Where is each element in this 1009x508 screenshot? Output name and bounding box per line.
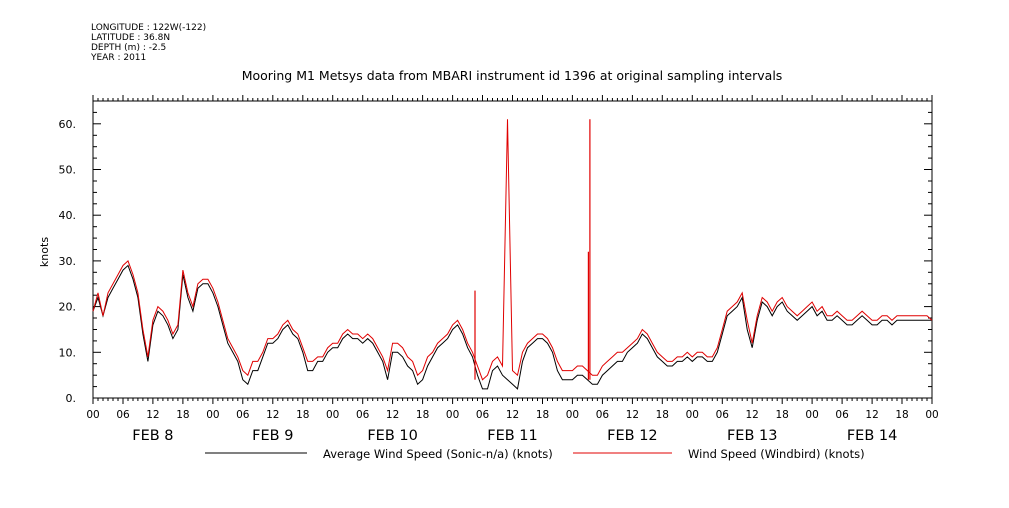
x-hour-label: 12 [146,409,159,421]
x-day-label: FEB 8 [132,428,173,444]
x-hour-label: 00 [86,409,99,421]
x-hour-label: 06 [835,409,849,421]
x-hour-label: 00 [805,409,818,421]
x-day-label: FEB 10 [367,428,418,444]
x-hour-label: 12 [626,409,639,421]
x-hour-label: 00 [206,409,219,421]
chart-title: Mooring M1 Metsys data from MBARI instru… [242,68,783,83]
x-day-label: FEB 13 [727,428,778,444]
x-hour-label: 18 [536,409,549,421]
x-hour-label: 18 [776,409,789,421]
x-hour-label: 06 [476,409,490,421]
series-line-sonic [92,264,932,390]
x-hour-label: 12 [746,409,759,421]
series-line-windbird [92,119,933,381]
x-hour-label: 06 [596,409,610,421]
x-tick-labels: 00 06 12 18 00 06 12 18 00 06 12 18 00 06 12 18 00 06 12 18… [86,409,938,444]
metadata-line: LONGITUDE : 122W(-122) [91,23,206,33]
legend: Average Wind Speed (Sonic-n/a) (knots) W… [205,447,865,461]
y-tick-labels: 0. 10. 20. 30. 40. 50. 60. [59,118,77,405]
x-hour-label: 18 [296,409,309,421]
axis-ticks [92,95,933,404]
series-lines [92,119,933,390]
x-hour-label: 12 [506,409,519,421]
y-tick-label: 10. [59,346,77,359]
x-hour-label: 06 [236,409,250,421]
metadata-line: DEPTH (m) : -2.5 [91,43,166,53]
x-hour-label: 00 [686,409,699,421]
x-hour-label: 18 [656,409,669,421]
legend-label-windbird: Wind Speed (Windbird) (knots) [688,447,865,461]
x-hour-label: 00 [446,409,459,421]
y-tick-label: 0. [66,392,77,405]
x-hour-label: 18 [416,409,429,421]
x-hour-label: 00 [566,409,579,421]
metadata-block: LONGITUDE : 122W(-122) LATITUDE : 36.8N … [90,23,206,63]
y-tick-label: 20. [59,301,77,314]
x-hour-label: 12 [865,409,878,421]
x-day-label: FEB 12 [607,428,658,444]
x-day-label: FEB 11 [487,428,538,444]
x-hour-label: 06 [116,409,130,421]
x-day-label: FEB 14 [847,428,898,444]
x-hour-label: 00 [326,409,339,421]
x-hour-label: 06 [356,409,370,421]
x-day-label: FEB 9 [252,428,293,444]
x-hour-label: 18 [176,409,189,421]
y-axis-label: knots [38,237,51,267]
x-hour-label: 12 [386,409,399,421]
x-hour-label: 12 [266,409,279,421]
x-hour-label: 00 [925,409,938,421]
metadata-line: YEAR : 2011 [90,53,146,63]
metadata-line: LATITUDE : 36.8N [91,33,170,43]
y-tick-label: 50. [59,164,77,177]
x-hour-label: 18 [895,409,908,421]
x-hour-label: 06 [716,409,730,421]
y-tick-label: 60. [59,118,77,131]
y-tick-label: 40. [59,209,77,222]
y-tick-label: 30. [59,255,77,268]
legend-label-sonic: Average Wind Speed (Sonic-n/a) (knots) [323,447,553,461]
